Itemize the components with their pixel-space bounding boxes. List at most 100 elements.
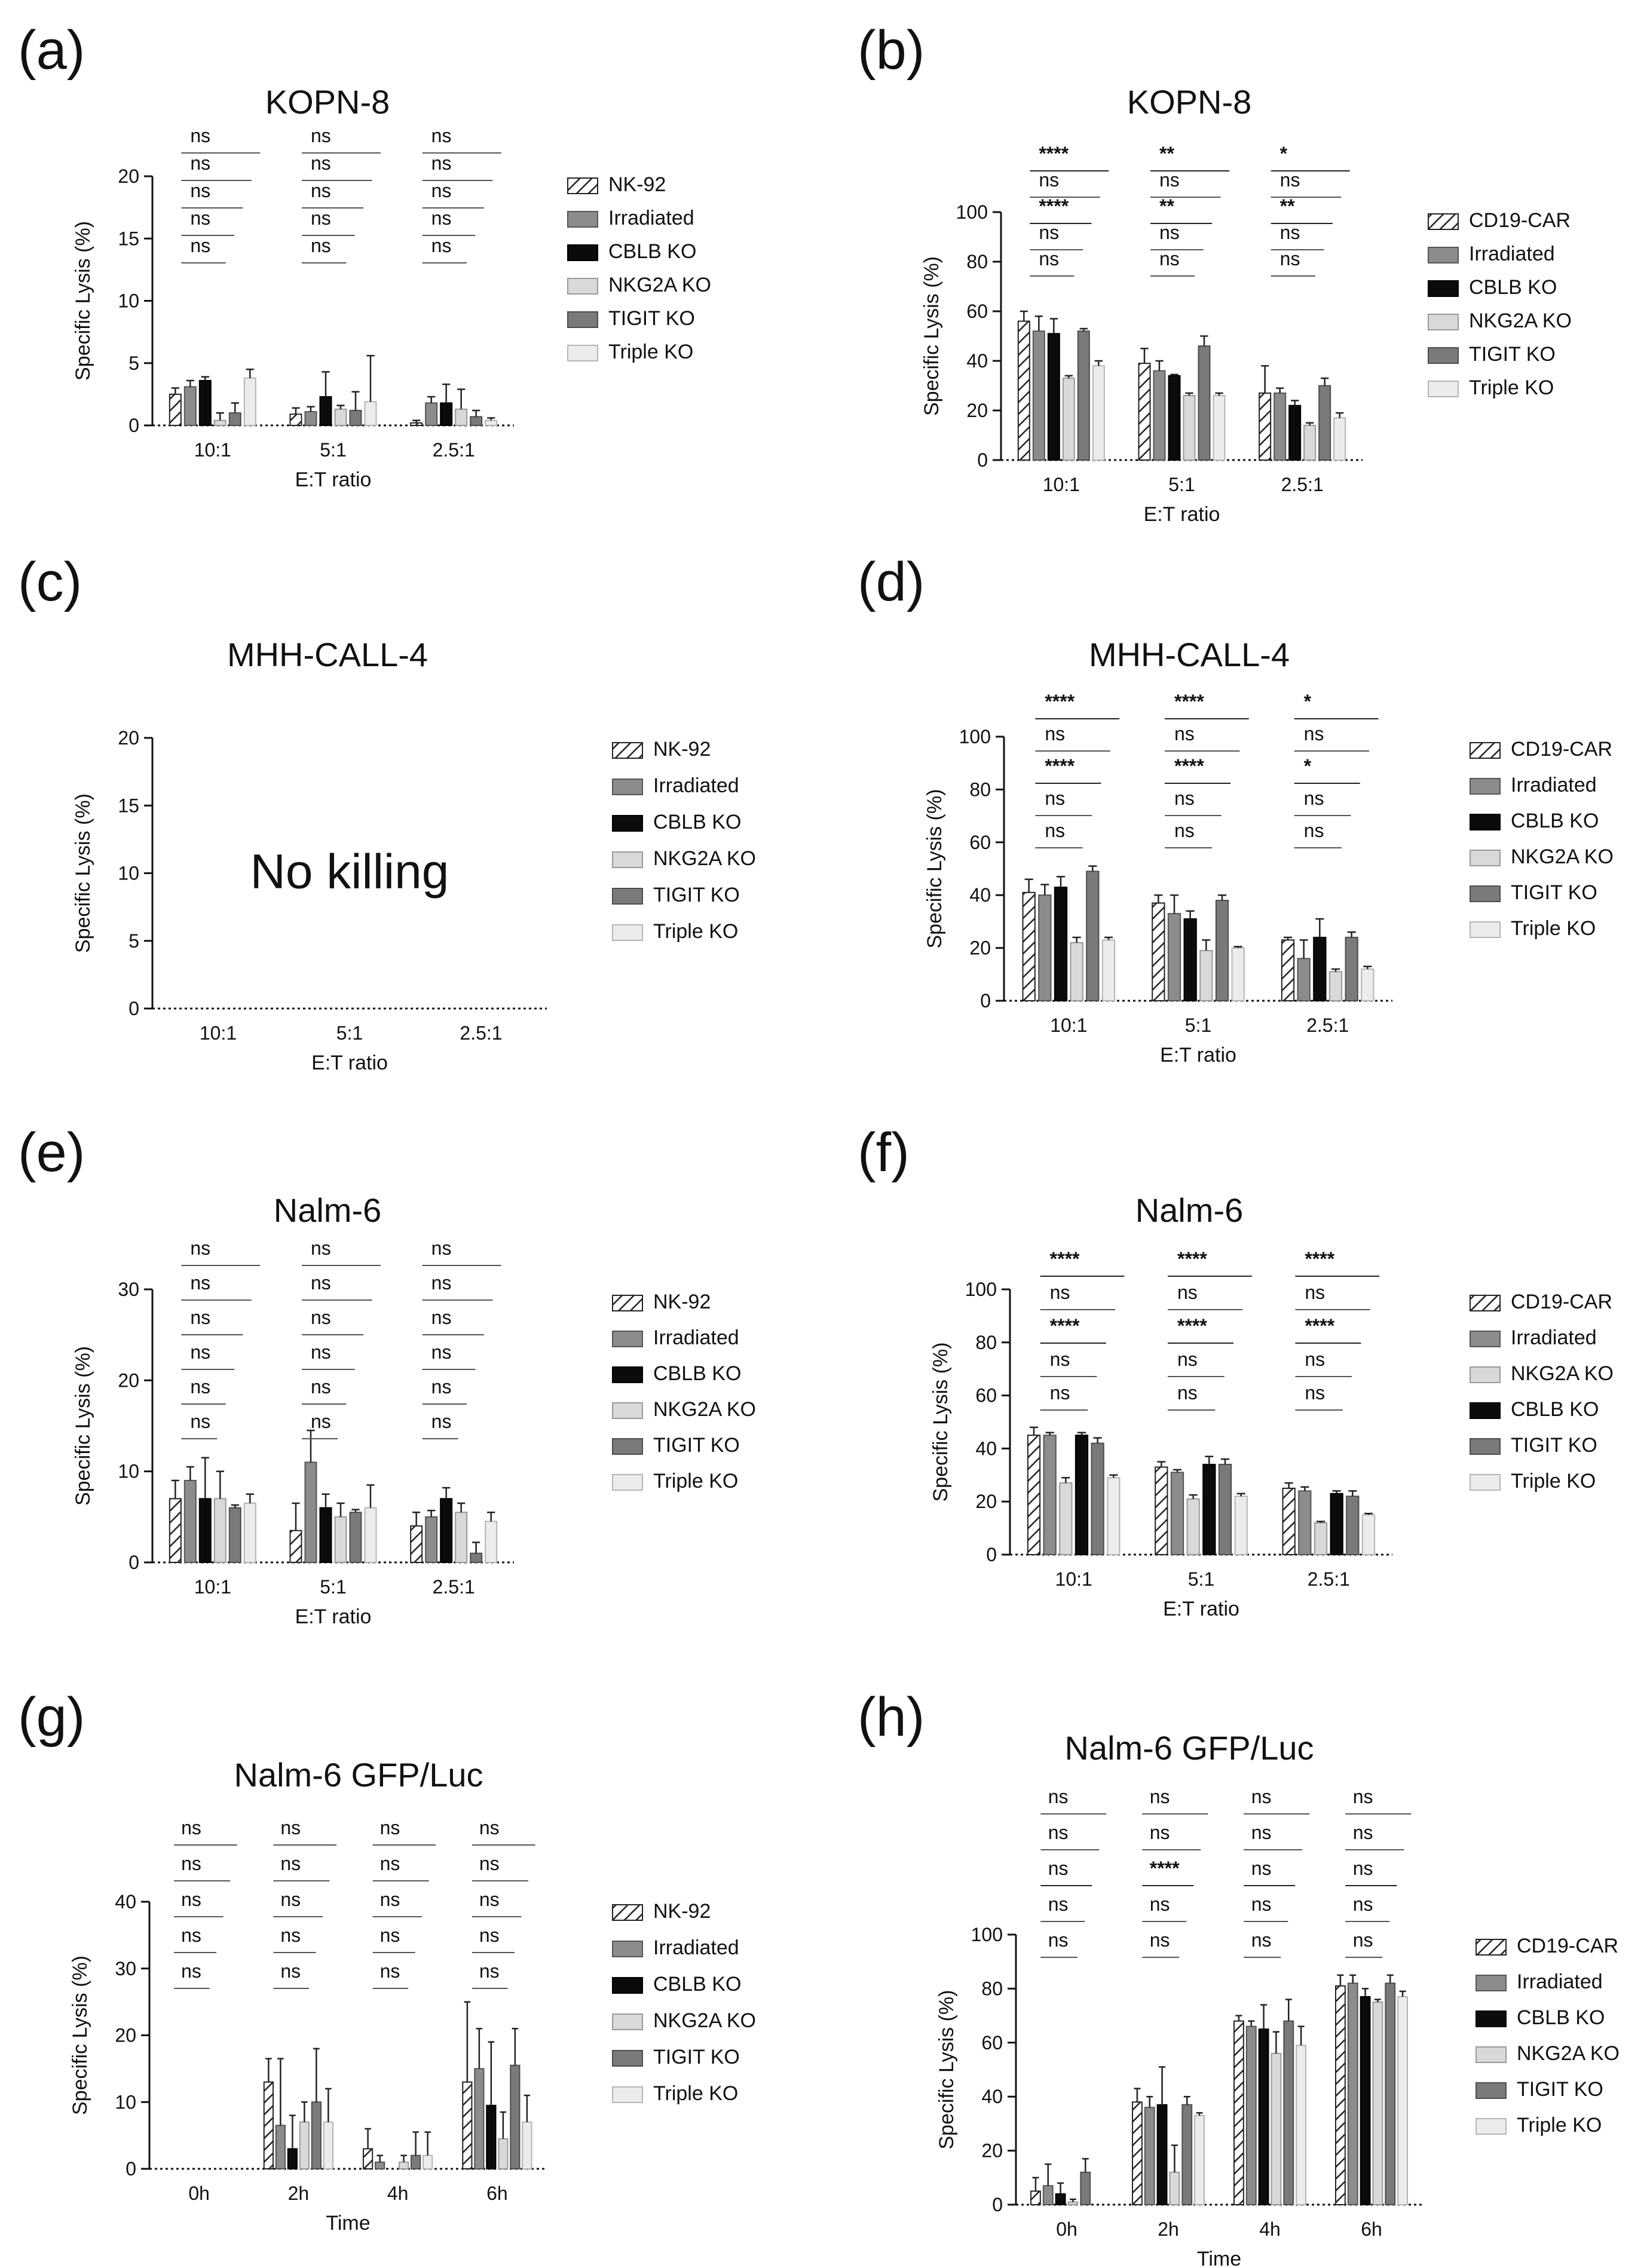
significance-label: ns bbox=[311, 1376, 331, 1397]
significance-label: ns bbox=[280, 1817, 301, 1838]
y-tick-label: 80 bbox=[975, 1332, 997, 1353]
y-tick-label: 40 bbox=[969, 884, 991, 906]
y-tick-label: 5 bbox=[128, 353, 139, 374]
significance-label: ns bbox=[380, 1853, 400, 1874]
bar-triple-ko bbox=[1231, 947, 1245, 1001]
bar-cblb-ko bbox=[198, 1498, 212, 1564]
bar-cblb-ko bbox=[319, 396, 332, 426]
bar-triple-ko bbox=[1107, 1477, 1121, 1555]
y-tick-label: 40 bbox=[115, 1891, 136, 1913]
significance-label: ns bbox=[190, 207, 210, 229]
legend-label: Triple KO bbox=[608, 341, 693, 363]
significance-label: ns bbox=[1174, 787, 1195, 809]
x-tick-label: 2.5:1 bbox=[460, 1022, 502, 1044]
bar-cblb-ko bbox=[1168, 375, 1181, 461]
legend-label: NKG2A KO bbox=[608, 274, 711, 296]
bar-nkg2a-ko bbox=[1328, 971, 1343, 1002]
bar-nkg2a-ko bbox=[1067, 2201, 1079, 2205]
x-tick-label: 6h bbox=[1361, 2218, 1382, 2240]
significance-label: ns bbox=[1353, 1929, 1373, 1951]
significance-label: ns bbox=[1048, 1929, 1069, 1951]
bar-cblb-ko bbox=[1258, 2028, 1269, 2205]
legend-swatch bbox=[612, 1438, 643, 1455]
significance-label: **** bbox=[1039, 143, 1069, 164]
significance-label: **** bbox=[1305, 1248, 1334, 1270]
legend-swatch bbox=[1428, 247, 1459, 263]
legend-label: Triple KO bbox=[1511, 917, 1596, 940]
bar-nk-92 bbox=[289, 413, 302, 426]
significance-label: ns bbox=[190, 1341, 210, 1363]
x-tick-label: 2h bbox=[1158, 2218, 1179, 2240]
y-tick-label: 80 bbox=[966, 251, 988, 272]
panel-e: (e) Nalm-6 0 10 20 30 Specific Lysis (%) 10:1 5:… bbox=[18, 1122, 756, 1628]
significance-label: ns bbox=[311, 180, 331, 201]
significance-label: ns bbox=[1150, 1822, 1170, 1843]
y-tick-label: 10 bbox=[118, 290, 139, 312]
bar-nkg2a-ko bbox=[498, 2138, 509, 2169]
legend-swatch bbox=[1475, 2118, 1507, 2135]
bar-nkg2a-ko bbox=[1062, 378, 1075, 461]
bar-irradiated bbox=[183, 1479, 197, 1563]
legend-swatch bbox=[612, 851, 643, 868]
bar-triple-ko bbox=[1234, 1495, 1248, 1556]
significance-label: ns bbox=[1177, 1382, 1198, 1403]
bar-cblb-ko bbox=[1055, 2193, 1066, 2205]
significance-label: ns bbox=[1304, 787, 1324, 809]
x-tick-label: 2.5:1 bbox=[1308, 1568, 1350, 1590]
legend-label: NKG2A KO bbox=[653, 847, 756, 870]
bar-irradiated bbox=[1167, 913, 1181, 1002]
bar-irradiated bbox=[1038, 894, 1052, 1001]
x-axis-label: E:T ratio bbox=[311, 1052, 388, 1074]
legend-label: TIGIT KO bbox=[1517, 2078, 1603, 2101]
x-tick-label: 10:1 bbox=[194, 439, 231, 461]
significance-label: ns bbox=[1251, 1929, 1272, 1951]
bar-cblb-ko bbox=[1313, 936, 1327, 1002]
y-tick-label: 20 bbox=[118, 1369, 139, 1391]
significance-label: ns bbox=[1159, 248, 1180, 269]
significance-label: **** bbox=[1039, 195, 1069, 217]
bar-irradiated bbox=[375, 2161, 385, 2169]
significance-label: ns bbox=[1305, 1382, 1325, 1403]
legend-label: TIGIT KO bbox=[608, 307, 695, 330]
bar-cblb-ko bbox=[486, 2104, 497, 2169]
bar-nkg2a-ko bbox=[1271, 2052, 1282, 2205]
panel-d: (d) MHH-CALL-4 0 20 40 60 80 100 Specific Lysis … bbox=[858, 551, 1614, 1066]
legend-label: CBLB KO bbox=[653, 1362, 741, 1385]
x-tick-label: 5:1 bbox=[336, 1022, 363, 1044]
significance-label: ns bbox=[1039, 222, 1059, 243]
bar-triple-ko bbox=[1361, 1514, 1376, 1555]
legend-label: CBLB KO bbox=[1511, 1398, 1599, 1421]
bar-cd19-car bbox=[1233, 2020, 1244, 2205]
bar-irradiated bbox=[474, 2068, 485, 2169]
significance-label: ns bbox=[311, 1272, 331, 1294]
y-tick-label: 60 bbox=[975, 1385, 997, 1406]
legend-label: NKG2A KO bbox=[653, 2009, 756, 2032]
significance-label: ns bbox=[1174, 723, 1195, 744]
legend-swatch bbox=[1428, 280, 1459, 297]
bar-tigit-ko bbox=[470, 1552, 483, 1563]
significance-label: * bbox=[1280, 143, 1288, 164]
significance-label: ns bbox=[190, 1307, 210, 1328]
significance-label: ns bbox=[1048, 1822, 1069, 1843]
significance-label: ns bbox=[1304, 820, 1324, 841]
significance-label: ns bbox=[1045, 787, 1065, 809]
significance-label: ns bbox=[1251, 1858, 1272, 1879]
bar-tigit-ko bbox=[1181, 2104, 1193, 2206]
legend-swatch bbox=[1428, 347, 1459, 364]
significance-label: ns bbox=[1150, 1893, 1170, 1915]
bar-triple-ko bbox=[1333, 417, 1346, 461]
legend-swatch bbox=[1428, 314, 1459, 330]
bar-irradiated bbox=[1032, 330, 1045, 461]
legend-swatch bbox=[612, 1366, 643, 1383]
significance-label: ns bbox=[1353, 1786, 1373, 1807]
legend-label: CBLB KO bbox=[1469, 276, 1557, 299]
y-tick-label: 100 bbox=[959, 726, 991, 747]
bar-cblb-ko bbox=[1054, 886, 1068, 1001]
bar-nkg2a-ko bbox=[1314, 1522, 1328, 1555]
bar-tigit-ko bbox=[1346, 1495, 1360, 1556]
bar-triple-ko bbox=[1361, 968, 1375, 1001]
bar-triple-ko bbox=[1296, 2045, 1307, 2206]
bar-nk-92 bbox=[462, 2081, 473, 2170]
y-tick-label: 20 bbox=[966, 400, 988, 421]
panel-label: (h) bbox=[858, 1687, 925, 1748]
